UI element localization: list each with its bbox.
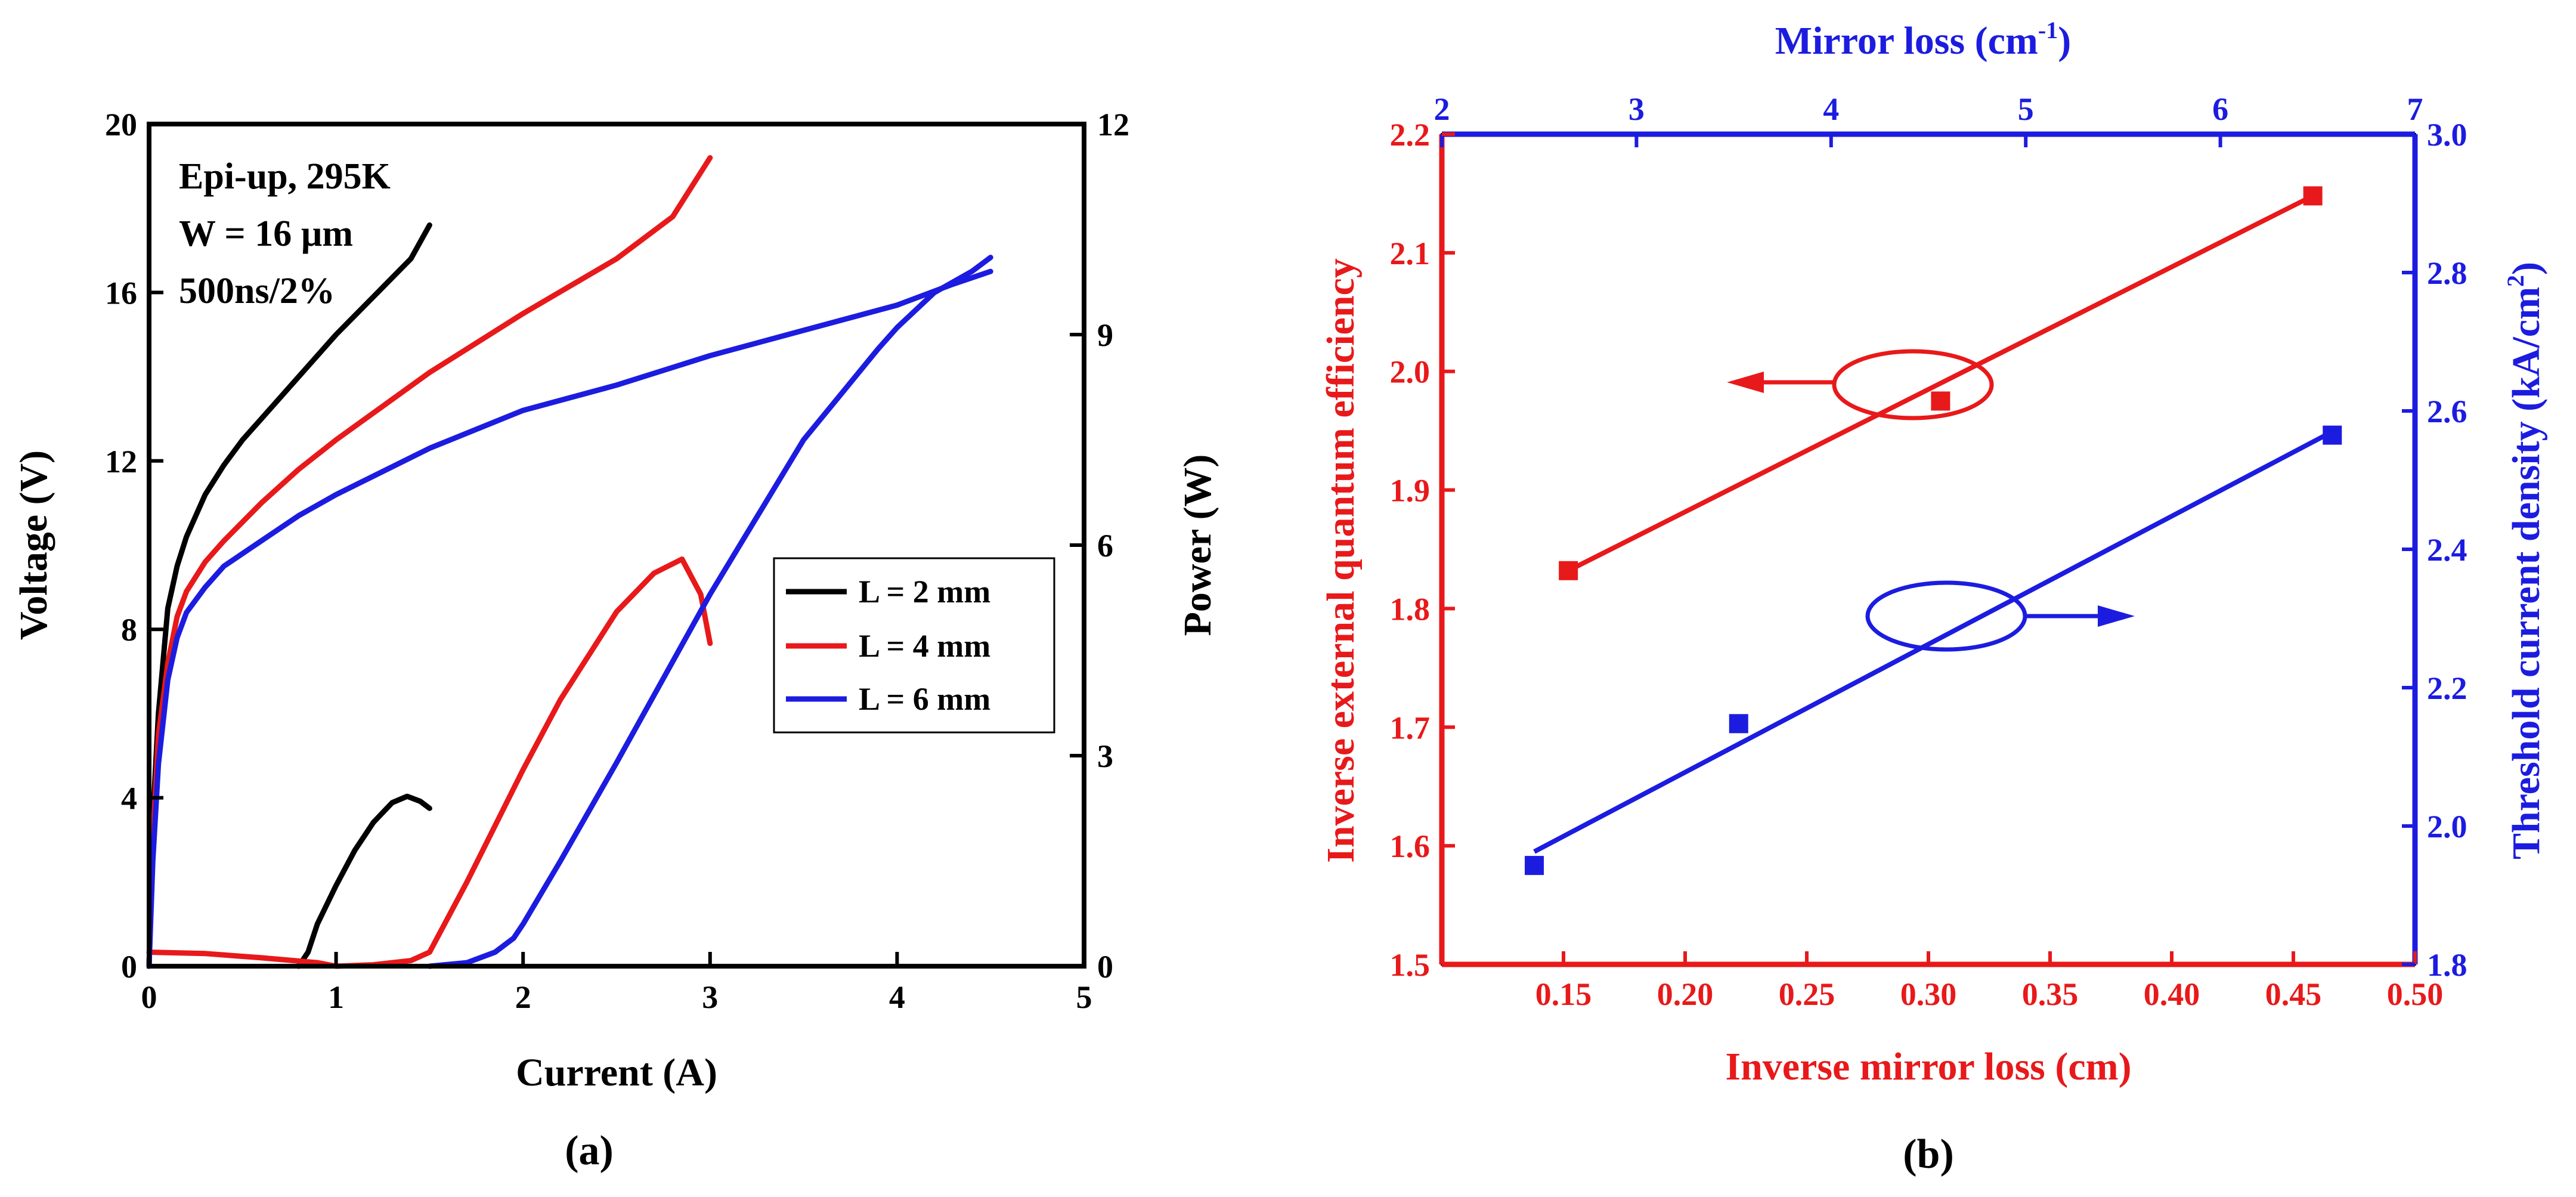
panel-a-label: (a) (565, 1128, 614, 1174)
panel-b-xtick-label-3: 0.30 (1900, 976, 1957, 1012)
legend-label-l6: L = 6 mm (859, 681, 990, 717)
red-data-point-2 (2303, 186, 2323, 206)
panel-a-ytick-right-label-1: 3 (1097, 738, 1113, 774)
panel-b-xtick-label-6: 0.45 (2265, 976, 2322, 1012)
panel-a-ytick-left-label-2: 8 (121, 612, 137, 648)
panel-b-xtick-label-1: 0.20 (1657, 976, 1714, 1012)
panel-b-ylabel-left: Inverse external quantum efficiency (1319, 258, 1363, 863)
blue-data-point-1 (1729, 714, 1748, 734)
panel-a-xtick-label-2: 2 (515, 979, 531, 1015)
panel-b-ytick-right-label-3: 2.4 (2427, 532, 2467, 568)
panel-a-xlabel: Current (A) (516, 1051, 717, 1094)
panel-b-ytick-right-label-0: 1.8 (2427, 947, 2467, 983)
legend-label-l4: L = 4 mm (859, 628, 990, 664)
panel-a-ytick-right-label-4: 12 (1097, 107, 1129, 143)
panel-a-xtick-label-1: 1 (328, 979, 344, 1015)
panel-b-xtick-top-label-0: 2 (1434, 91, 1450, 127)
blue-data-point-2 (2323, 425, 2342, 445)
panel-a-annotation-3: 500ns/2% (179, 271, 335, 311)
panel-a-ylabel-right: Power (W) (1176, 454, 1219, 636)
red-fit-line (1567, 193, 2314, 573)
panel-b-xlabel: Inverse mirror loss (cm) (1725, 1045, 2131, 1088)
panel-a-xtick-label-3: 3 (702, 979, 718, 1015)
panel-b-series (1525, 186, 2342, 876)
panel-b-ytick-right-label-2: 2.2 (2427, 670, 2467, 706)
blue-data-point-0 (1525, 856, 1544, 876)
power-curve-l4 (146, 556, 713, 969)
panel-b-xtick-label-4: 0.35 (2022, 976, 2079, 1012)
panel-a-ytick-left-label-1: 4 (121, 781, 137, 816)
panel-a-series (146, 155, 993, 969)
panel-a-annotation-2: W = 16 µm (179, 214, 353, 254)
panel-a-ytick-left-label-3: 12 (105, 444, 137, 480)
blue-fit-line (1533, 429, 2334, 854)
panel-b-xtick-top-label-3: 5 (2018, 91, 2034, 127)
red-data-point-0 (1559, 561, 1578, 580)
panel-a-xtick-label-0: 0 (141, 979, 157, 1015)
panel-b-xtick-label-5: 0.40 (2144, 976, 2200, 1012)
panel-b-label: (b) (1903, 1131, 1954, 1177)
panel-b-xtick-top-label-5: 7 (2407, 91, 2423, 127)
panel-b-ytick-right-label-4: 2.6 (2427, 394, 2467, 429)
panel-b-xtick-top-label-4: 6 (2212, 91, 2228, 127)
panel-b-ytick-left-label-7: 2.2 (1390, 117, 1431, 153)
panel-a-ytick-right-label-0: 0 (1097, 949, 1113, 985)
panel-b-xtick-label-0: 0.15 (1535, 976, 1592, 1012)
panel-b-ytick-left-label-4: 1.9 (1390, 473, 1431, 509)
panel-a-xtick-label-4: 4 (889, 979, 905, 1015)
voltage-curve-l6 (146, 268, 993, 969)
red-series-indicator (1727, 349, 1994, 420)
panel-b-xtick-top-label-2: 4 (1823, 91, 1839, 127)
panel-b-ytick-right-label-1: 2.0 (2427, 809, 2467, 845)
panel-b-plot-frame (1441, 133, 2416, 966)
panel-b-xlabel-top: Mirror loss (cm-1) (1775, 17, 2071, 63)
panel-a-ytick-right-label-3: 9 (1097, 317, 1113, 353)
panel-b-ytick-left-label-0: 1.5 (1390, 947, 1431, 983)
panel-b-xtick-label-7: 0.50 (2387, 976, 2444, 1012)
panel-a-ytick-right-label-2: 6 (1097, 528, 1113, 564)
panel-b-ytick-right-label-6: 3.0 (2427, 117, 2467, 153)
panel-a-xtick-label-5: 5 (1076, 979, 1092, 1015)
panel-b-xtick-label-2: 0.25 (1779, 976, 1835, 1012)
red-arrow-left-icon (1727, 372, 1764, 393)
panel-b-ticks: 0.15 0.20 0.25 0.30 0.35 0.40 0.45 0.50 2 3 4 5 6 7 1.… (1390, 91, 2467, 1012)
red-series-ellipse (1832, 349, 1994, 420)
panel-a-ytick-left-label-0: 0 (121, 949, 137, 985)
blue-arrow-right-icon (2098, 605, 2135, 627)
power-curve-l2 (296, 793, 432, 969)
panel-b-ytick-left-label-5: 2.0 (1390, 354, 1431, 390)
legend-label-l2: L = 2 mm (859, 574, 990, 610)
blue-series-indicator (1865, 580, 2135, 652)
power-curve-l6 (426, 255, 993, 969)
panel-b-ytick-left-label-3: 1.8 (1390, 591, 1431, 627)
panel-b-ytick-left-label-6: 2.1 (1390, 236, 1431, 271)
panel-b: 0.15 0.20 0.25 0.30 0.35 0.40 0.45 0.50 2 3 4 5 6 7 1.… (1319, 17, 2548, 1177)
red-data-point-1 (1931, 391, 1950, 411)
panel-a-ylabel-left: Voltage (V) (12, 450, 55, 640)
panel-b-ylabel-right: Threshold current density (kA/cm2) (2502, 262, 2548, 859)
panel-a-ytick-left-label-4: 16 (105, 275, 137, 311)
panel-a-annotation-1: Epi-up, 295K (179, 156, 391, 197)
panel-a-legend: L = 2 mm L = 4 mm L = 6 mm (773, 557, 1055, 734)
panel-b-xtick-top-label-1: 3 (1628, 91, 1645, 127)
blue-series-ellipse (1865, 580, 2027, 652)
panel-a-ytick-left-label-5: 20 (105, 107, 137, 143)
panel-b-ytick-left-label-2: 1.7 (1390, 710, 1431, 746)
voltage-curve-l2 (146, 222, 432, 969)
panel-b-ytick-left-label-1: 1.6 (1390, 828, 1431, 864)
panel-b-ytick-right-label-5: 2.8 (2427, 255, 2467, 291)
